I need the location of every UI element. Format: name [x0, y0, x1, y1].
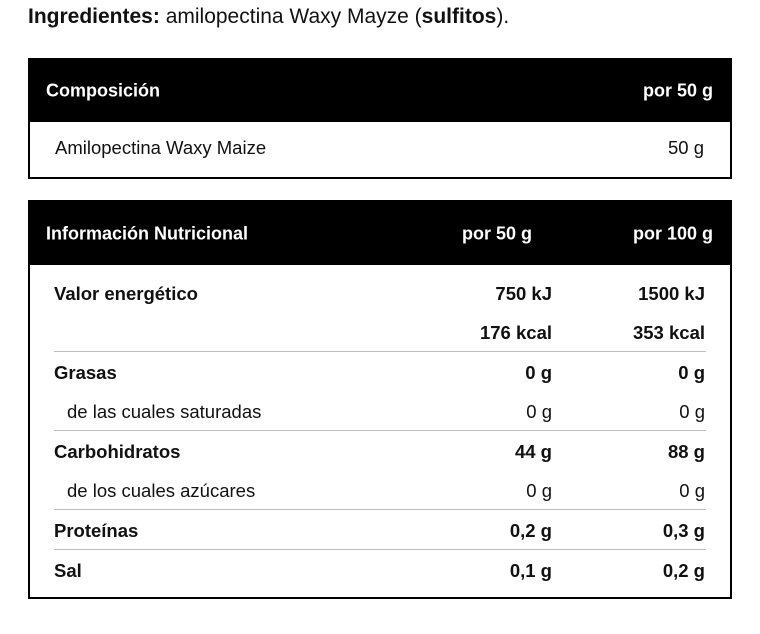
- composition-header-amount: por 50 g: [642, 80, 713, 101]
- nutrition-table: Información Nutricional por 50 g por 100…: [28, 200, 732, 599]
- ingredients-line: Ingredientes: amilopectina Waxy Mayze (s…: [28, 3, 509, 31]
- ingredients-text-end: ).: [496, 5, 510, 28]
- nutrient-value-saturated-50: 0 g: [526, 401, 552, 422]
- nutrient-value-saturated-100: 0 g: [679, 401, 705, 422]
- nutrient-value-carbs-50: 44 g: [514, 441, 552, 462]
- row-divider: [54, 549, 706, 550]
- nutrient-value-protein-100: 0,3 g: [662, 520, 705, 541]
- nutrient-name-salt: Sal: [54, 560, 82, 581]
- nutrient-value-fat-100: 0 g: [678, 362, 705, 383]
- ingredients-text: amilopectina Waxy Mayze (: [159, 5, 422, 28]
- composition-table: Composición por 50 g Amilopectina Waxy M…: [28, 58, 732, 179]
- nutrient-value-sugars-100: 0 g: [679, 480, 705, 501]
- composition-header-label: Composición: [46, 80, 161, 101]
- nutrient-name-fat: Grasas: [54, 362, 117, 383]
- composition-ingredient: Amilopectina Waxy Maize: [55, 137, 267, 158]
- nutrient-value-energy-kj-50: 750 kJ: [495, 283, 552, 304]
- nutrient-name-protein: Proteínas: [54, 520, 139, 541]
- nutrient-name-carbs: Carbohidratos: [54, 441, 181, 462]
- nutrient-value-energy-kcal-50: 176 kcal: [479, 322, 552, 343]
- nutrient-name-energy: Valor energético: [54, 283, 198, 304]
- composition-amount: 50 g: [667, 137, 704, 158]
- nutrition-header-per100: por 100 g: [632, 223, 713, 243]
- nutrient-value-energy-kj-100: 1500 kJ: [638, 283, 705, 304]
- composition-header: Composición por 50 g: [30, 60, 730, 122]
- ingredients-label: Ingredientes:: [28, 5, 160, 28]
- composition-row: Amilopectina Waxy Maize 50 g: [30, 122, 730, 177]
- nutrition-body: Valor energético 750 kJ 1500 kJ 176 kcal…: [30, 265, 730, 600]
- nutrient-name-saturated: de las cuales saturadas: [67, 401, 262, 422]
- nutrient-value-carbs-100: 88 g: [667, 441, 705, 462]
- nutrient-value-energy-kcal-100: 353 kcal: [632, 322, 705, 343]
- nutrient-value-sugars-50: 0 g: [526, 480, 552, 501]
- nutrient-name-sugars: de los cuales azúcares: [67, 480, 256, 501]
- nutrient-value-protein-50: 0,2 g: [509, 520, 552, 541]
- nutrition-header-per50: por 50 g: [462, 223, 533, 243]
- row-divider: [54, 351, 706, 352]
- nutrition-header-label: Información Nutricional: [46, 223, 249, 243]
- nutrient-value-fat-50: 0 g: [525, 362, 552, 383]
- row-divider: [54, 509, 706, 510]
- nutrient-value-salt-100: 0,2 g: [662, 560, 705, 581]
- nutrient-value-salt-50: 0,1 g: [509, 560, 552, 581]
- row-divider: [54, 430, 706, 431]
- nutrition-header: Información Nutricional por 50 g por 100…: [30, 202, 730, 265]
- allergen-text: sulfitos: [421, 5, 497, 28]
